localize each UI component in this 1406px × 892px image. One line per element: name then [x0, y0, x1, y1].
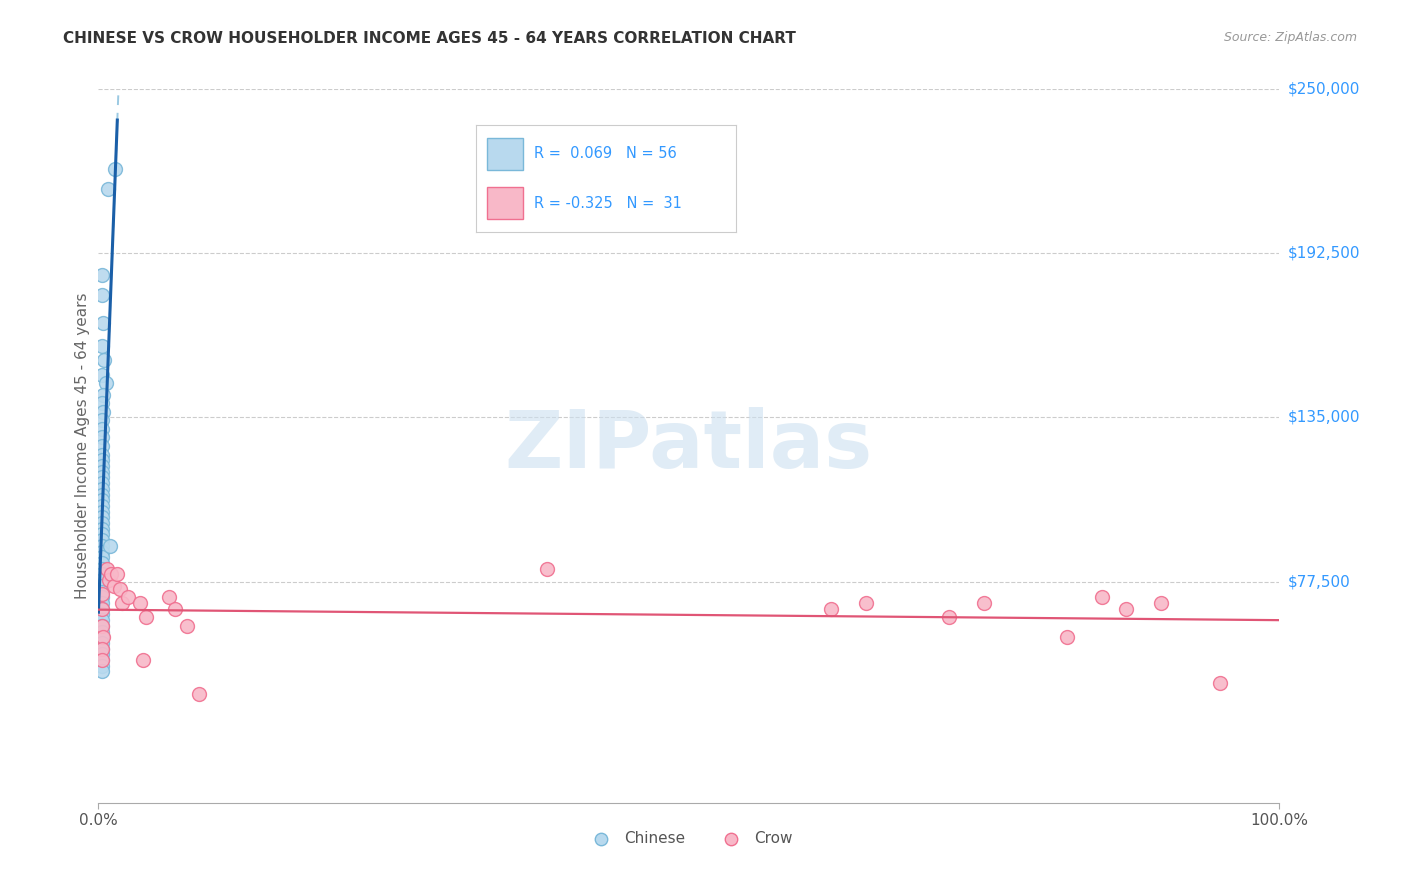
Point: [91, 619, 114, 633]
Text: ZIPatlas: ZIPatlas: [505, 407, 873, 485]
Point: [91, 458, 114, 473]
Point: [93, 353, 115, 368]
Point: [91, 665, 114, 679]
Point: [91, 630, 114, 644]
Point: [117, 591, 139, 605]
Point: [91, 601, 114, 615]
Point: [96, 562, 118, 576]
Point: [91, 601, 114, 615]
Point: [105, 567, 128, 582]
Point: [91, 550, 114, 565]
Point: [187, 687, 209, 701]
Point: [108, 582, 131, 596]
Point: [91, 522, 114, 536]
Point: [128, 596, 150, 610]
Point: [91, 630, 114, 644]
Point: [855, 596, 877, 610]
Point: [1209, 676, 1232, 690]
Point: [536, 562, 558, 576]
Point: [91, 516, 114, 530]
Point: [91, 439, 114, 453]
Point: [91, 539, 114, 553]
Point: [91, 430, 114, 444]
Point: [91, 658, 114, 673]
Point: [98, 539, 121, 553]
Point: [91, 653, 114, 667]
Point: [91, 613, 114, 627]
Point: [132, 653, 155, 667]
Point: [111, 596, 134, 610]
Point: [91, 482, 114, 496]
Point: [91, 487, 114, 501]
Y-axis label: Householder Income Ages 45 - 64 years: Householder Income Ages 45 - 64 years: [75, 293, 90, 599]
Point: [1150, 596, 1173, 610]
Point: [100, 567, 122, 582]
Text: CHINESE VS CROW HOUSEHOLDER INCOME AGES 45 - 64 YEARS CORRELATION CHART: CHINESE VS CROW HOUSEHOLDER INCOME AGES …: [63, 31, 796, 46]
Point: [91, 368, 114, 382]
Point: [91, 387, 114, 401]
Point: [91, 268, 114, 282]
Text: $77,500: $77,500: [1288, 574, 1351, 589]
Point: [91, 316, 114, 330]
Point: [91, 339, 114, 353]
Point: [176, 619, 198, 633]
Point: [973, 596, 995, 610]
Point: [91, 624, 114, 639]
Point: [91, 533, 114, 548]
Point: [91, 422, 114, 436]
Point: [94, 376, 117, 391]
Point: [91, 573, 114, 587]
Legend: Chinese, Crow: Chinese, Crow: [579, 825, 799, 852]
Point: [165, 601, 187, 615]
Point: [103, 579, 125, 593]
Point: [1115, 601, 1137, 615]
Point: [91, 405, 114, 419]
Text: $250,000: $250,000: [1288, 82, 1360, 96]
Point: [91, 596, 114, 610]
Point: [91, 499, 114, 513]
Point: [98, 573, 121, 587]
Point: [91, 510, 114, 524]
Point: [91, 584, 114, 599]
Point: [91, 641, 114, 656]
Point: [938, 610, 960, 624]
Point: [91, 453, 114, 467]
Point: [91, 396, 114, 410]
Point: [1056, 630, 1078, 644]
Point: [91, 641, 114, 656]
Point: [91, 567, 114, 582]
Point: [91, 607, 114, 622]
Point: [91, 562, 114, 576]
Point: [91, 505, 114, 519]
Point: [135, 610, 157, 624]
Point: [91, 287, 114, 301]
Point: [91, 413, 114, 427]
Point: [91, 591, 114, 605]
Point: [104, 162, 127, 177]
Text: $192,500: $192,500: [1288, 246, 1360, 260]
Point: [91, 470, 114, 484]
Point: [91, 636, 114, 650]
Text: $135,000: $135,000: [1288, 410, 1360, 425]
Point: [1091, 591, 1114, 605]
Point: [91, 619, 114, 633]
Point: [97, 182, 120, 196]
Point: [91, 465, 114, 479]
Point: [91, 544, 114, 558]
Text: Source: ZipAtlas.com: Source: ZipAtlas.com: [1223, 31, 1357, 45]
Point: [91, 476, 114, 491]
Point: [820, 601, 842, 615]
Point: [91, 448, 114, 462]
Point: [91, 527, 114, 541]
Point: [91, 579, 114, 593]
Point: [91, 653, 114, 667]
Point: [91, 648, 114, 662]
Point: [91, 493, 114, 508]
Point: [91, 556, 114, 570]
Point: [91, 587, 114, 601]
Point: [157, 591, 180, 605]
